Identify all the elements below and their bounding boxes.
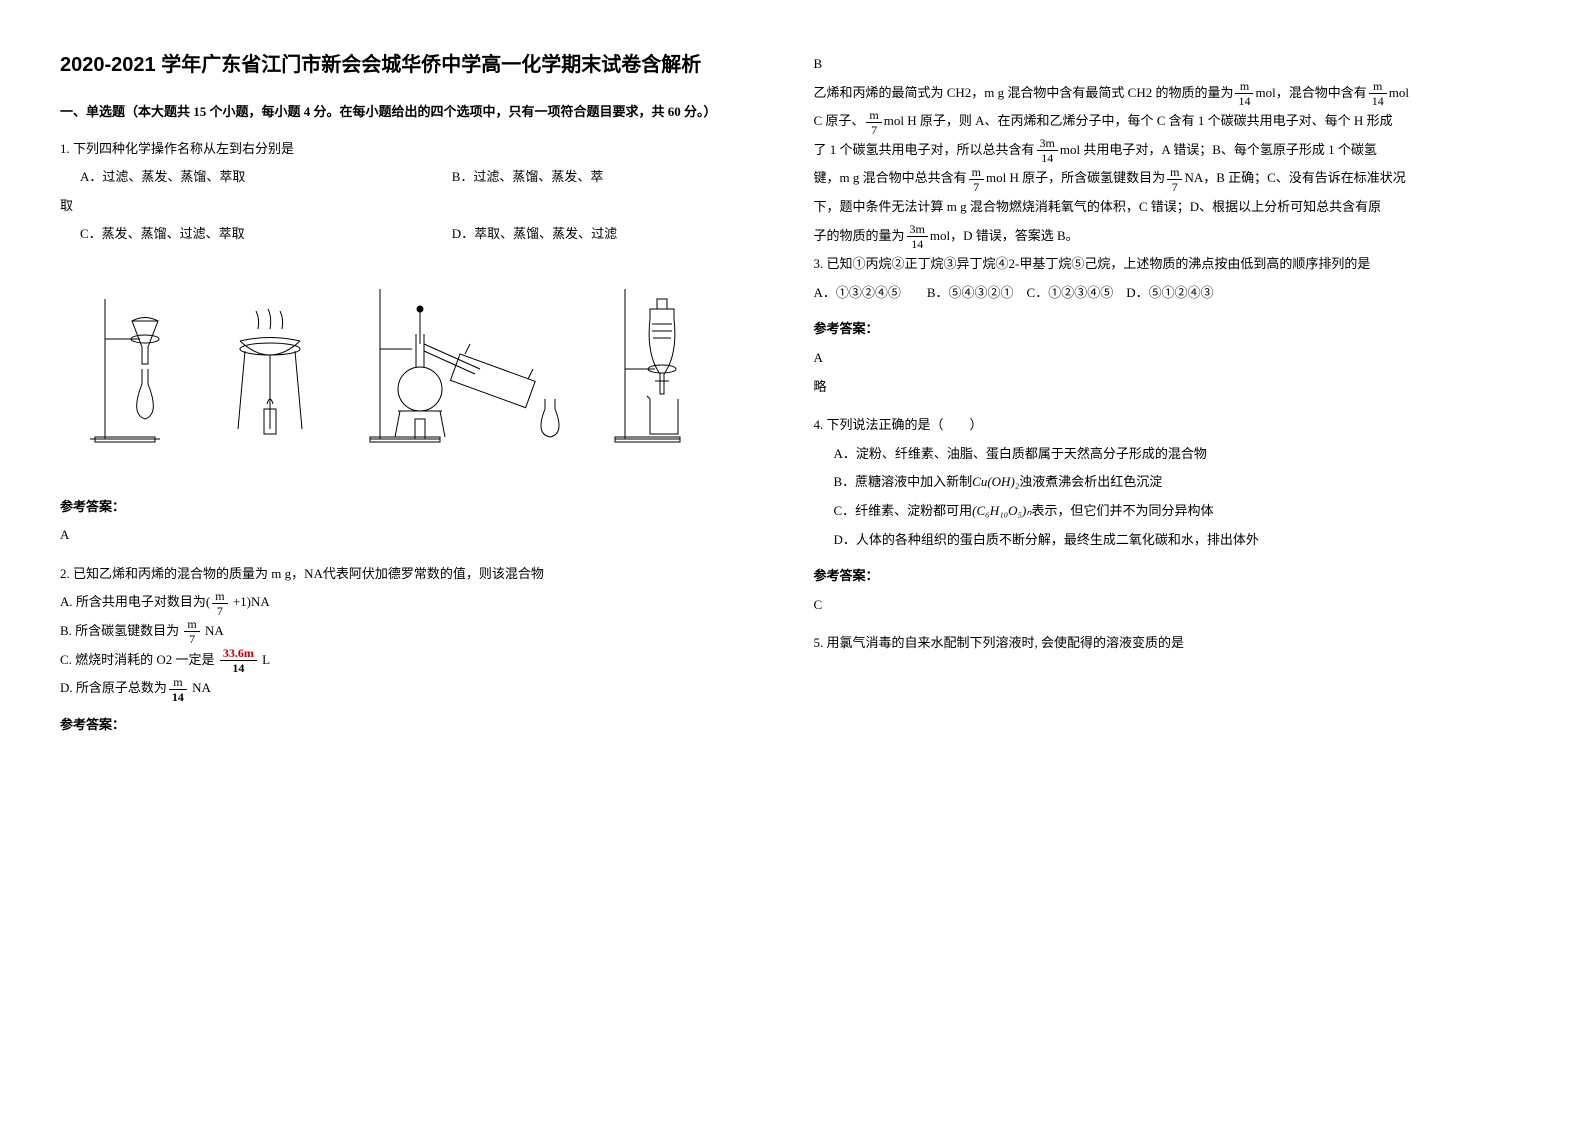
q1-stem: 1. 下列四种化学操作名称从左到右分别是 <box>60 135 774 164</box>
q2-option-a: A. 所含共用电子对数目为(m7 +1)NA <box>60 588 774 617</box>
fraction-m-7: m7 <box>212 590 227 617</box>
fraction-3m-14: 3m14 <box>907 223 928 250</box>
left-column: 2020-2021 学年广东省江门市新会会城华侨中学高一化学期末试卷含解析 一、… <box>60 50 774 749</box>
q4-option-c: C．纤维素、淀粉都可用(C₆H₁₀O₅)ₙ表示，但它们并不为同分异构体 <box>834 497 1528 526</box>
fraction-3m-14: 3m14 <box>1037 137 1058 164</box>
fraction-m-14: m14 <box>169 676 187 703</box>
q1-option-b: B．过滤、蒸馏、蒸发、萃 <box>452 163 774 192</box>
fraction-m-7: m7 <box>184 618 199 645</box>
question-1: 1. 下列四种化学操作名称从左到右分别是 A．过滤、蒸发、蒸馏、萃取 B．过滤、… <box>60 135 774 550</box>
q1-option-a: A．过滤、蒸发、蒸馏、萃取 <box>80 163 402 192</box>
q4-answer: C <box>814 591 1528 620</box>
q2-option-d: D. 所含原子总数为m14 NA <box>60 674 774 703</box>
q2-answer: B <box>814 50 1528 79</box>
question-2: 2. 已知乙烯和丙烯的混合物的质量为 m g，NA代表阿伏加德罗常数的值，则该混… <box>60 560 774 740</box>
q1-options-row1: A．过滤、蒸发、蒸馏、萃取 B．过滤、蒸馏、蒸发、萃 <box>80 163 774 192</box>
q3-explanation: 略 <box>814 373 1528 402</box>
fraction-m-7: m7 <box>866 109 881 136</box>
q2-option-c: C. 燃烧时消耗的 O2 一定是 33.6m14 L <box>60 646 774 675</box>
q4-option-a: A．淀粉、纤维素、油脂、蛋白质都属于天然高分子形成的混合物 <box>834 440 1528 469</box>
q1-option-c: C．蒸发、蒸馏、过滤、萃取 <box>80 220 402 249</box>
q4-stem: 4. 下列说法正确的是（ ） <box>814 411 1528 440</box>
q2-answer-label: 参考答案： <box>60 711 774 740</box>
q1-option-b-cont: 取 <box>60 192 774 221</box>
q1-option-d: D．萃取、蒸馏、蒸发、过滤 <box>452 220 774 249</box>
fraction-m-7: m7 <box>1167 166 1182 193</box>
fraction-336m-14: 33.6m14 <box>220 647 257 674</box>
q4-option-d: D．人体的各种组织的蛋白质不断分解，最终生成二氧化碳和水，排出体外 <box>834 526 1528 555</box>
right-column: B 乙烯和丙烯的最简式为 CH2，m g 混合物中含有最简式 CH2 的物质的量… <box>814 50 1528 749</box>
q2-explanation: 乙烯和丙烯的最简式为 CH2，m g 混合物中含有最简式 CH2 的物质的量为m… <box>814 79 1528 251</box>
q3-stem: 3. 已知①丙烷②正丁烷③异丁烷④2-甲基丁烷⑤己烷，上述物质的沸点按由低到高的… <box>814 250 1528 279</box>
q3-answer-label: 参考答案： <box>814 315 1528 344</box>
q3-answer: A <box>814 344 1528 373</box>
question-3: 3. 已知①丙烷②正丁烷③异丁烷④2-甲基丁烷⑤己烷，上述物质的沸点按由低到高的… <box>814 250 1528 401</box>
q5-stem: 5. 用氯气消毒的自来水配制下列溶液时, 会使配得的溶液变质的是 <box>814 629 1528 658</box>
q1-options-row2: C．蒸发、蒸馏、过滤、萃取 D．萃取、蒸馏、蒸发、过滤 <box>80 220 774 249</box>
fraction-m-14: m14 <box>1235 80 1253 107</box>
q4-option-b: B．蔗糖溶液中加入新制Cu(OH)₂浊液煮沸会析出红色沉淀 <box>834 468 1528 497</box>
apparatus-diagram <box>60 259 710 459</box>
q4-answer-label: 参考答案： <box>814 562 1528 591</box>
section-1-heading: 一、单选题（本大题共 15 个小题，每小题 4 分。在每小题给出的四个选项中，只… <box>60 98 774 127</box>
q2-stem: 2. 已知乙烯和丙烯的混合物的质量为 m g，NA代表阿伏加德罗常数的值，则该混… <box>60 560 774 589</box>
question-5: 5. 用氯气消毒的自来水配制下列溶液时, 会使配得的溶液变质的是 <box>814 629 1528 658</box>
exam-title: 2020-2021 学年广东省江门市新会会城华侨中学高一化学期末试卷含解析 <box>60 50 774 80</box>
q3-options: A．①③②④⑤ B．⑤④③②① C．①②③④⑤ D．⑤①②④③ <box>814 279 1528 308</box>
question-4: 4. 下列说法正确的是（ ） A．淀粉、纤维素、油脂、蛋白质都属于天然高分子形成… <box>814 411 1528 619</box>
q1-answer: A <box>60 521 774 550</box>
q1-answer-label: 参考答案： <box>60 493 774 522</box>
fraction-m-14: m14 <box>1369 80 1387 107</box>
q2-option-b: B. 所含碳氢键数目为 m7 NA <box>60 617 774 646</box>
fraction-m-7: m7 <box>969 166 984 193</box>
